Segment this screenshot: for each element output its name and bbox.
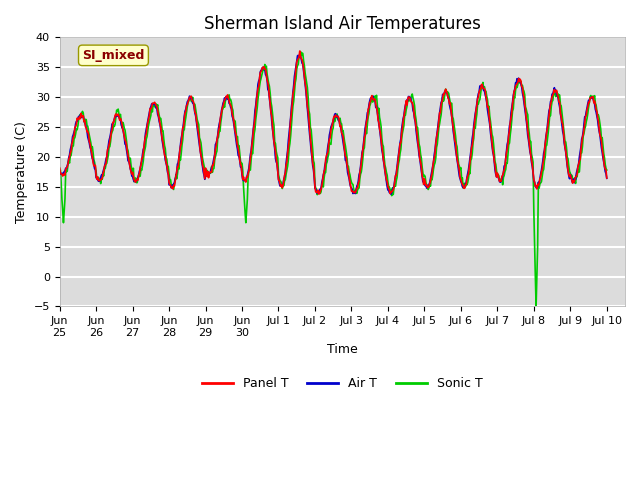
Air T bbox=[387, 192, 395, 197]
Legend: Panel T, Air T, Sonic T: Panel T, Air T, Sonic T bbox=[196, 372, 488, 395]
Panel T bbox=[176, 149, 184, 155]
Air T bbox=[200, 169, 207, 175]
Panel T bbox=[554, 94, 562, 99]
Panel T bbox=[380, 156, 387, 162]
Text: SI_mixed: SI_mixed bbox=[83, 49, 145, 62]
Line: Panel T: Panel T bbox=[60, 51, 607, 194]
Panel T bbox=[433, 130, 441, 136]
Air T bbox=[56, 170, 63, 176]
Line: Sonic T: Sonic T bbox=[60, 51, 607, 306]
Sonic T bbox=[532, 303, 540, 309]
Sonic T bbox=[200, 159, 207, 165]
Panel T bbox=[603, 175, 611, 181]
Panel T bbox=[315, 191, 323, 197]
Title: Sherman Island Air Temperatures: Sherman Island Air Temperatures bbox=[204, 15, 481, 33]
Sonic T bbox=[56, 165, 63, 170]
Air T bbox=[326, 132, 333, 138]
Air T bbox=[379, 151, 387, 156]
Air T bbox=[433, 128, 441, 134]
Y-axis label: Temperature (C): Temperature (C) bbox=[15, 121, 28, 223]
Sonic T bbox=[379, 142, 387, 147]
X-axis label: Time: Time bbox=[327, 343, 358, 356]
Line: Air T: Air T bbox=[60, 55, 607, 194]
Sonic T bbox=[176, 155, 184, 161]
Sonic T bbox=[554, 91, 562, 97]
Sonic T bbox=[326, 140, 333, 146]
Panel T bbox=[326, 135, 334, 141]
Panel T bbox=[56, 166, 63, 171]
Sonic T bbox=[297, 48, 305, 54]
Air T bbox=[294, 52, 302, 58]
Panel T bbox=[200, 165, 207, 170]
Sonic T bbox=[433, 144, 440, 150]
Air T bbox=[554, 96, 562, 101]
Sonic T bbox=[603, 167, 611, 173]
Air T bbox=[176, 148, 184, 154]
Panel T bbox=[296, 48, 303, 54]
Air T bbox=[603, 175, 611, 181]
